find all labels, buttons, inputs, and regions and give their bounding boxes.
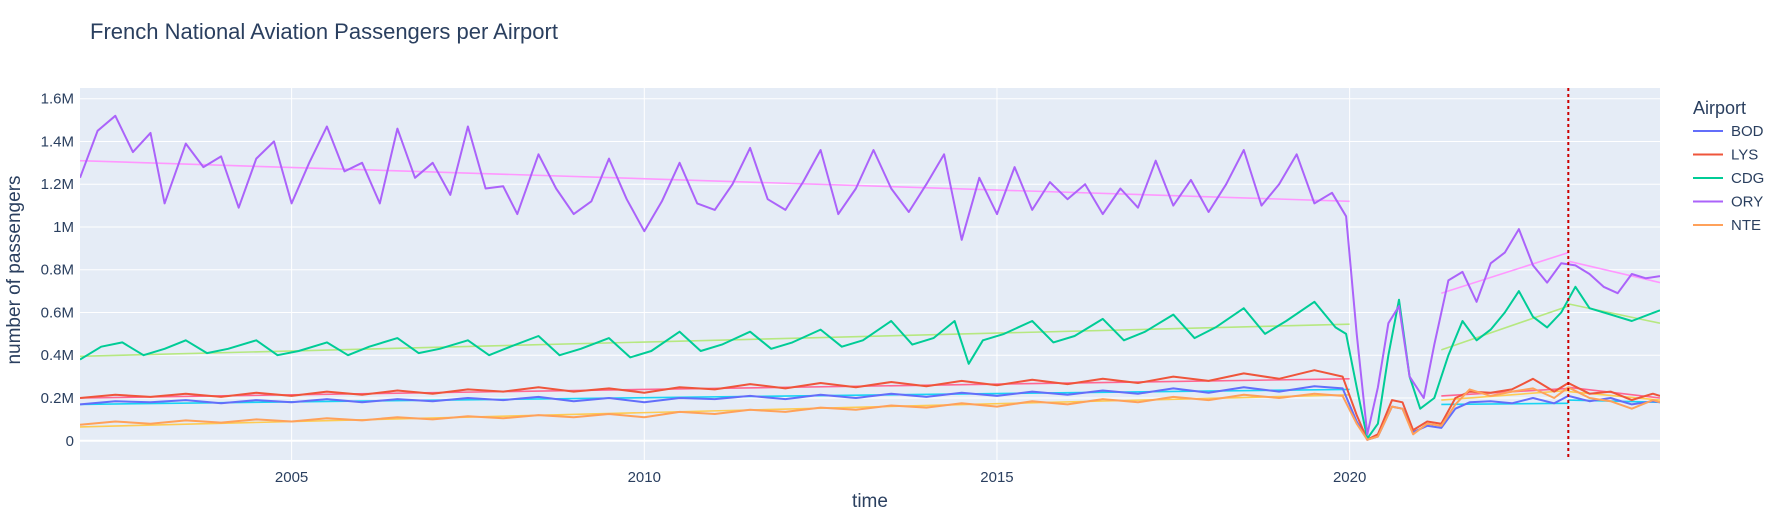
y-axis: 0 0.2M 0.4M 0.6M 0.8M 1M 1.2M 1.4M 1.6M <box>41 91 74 450</box>
y-tick-label: 0.2M <box>41 390 74 407</box>
legend-title: Airport <box>1693 98 1746 118</box>
trend-line-nte <box>1441 389 1569 401</box>
y-tick-label: 0.4M <box>41 347 74 364</box>
y-tick-label: 0 <box>66 433 74 450</box>
x-axis: 2005 2010 2015 2020 <box>275 469 1366 486</box>
y-tick-label: 1.2M <box>41 176 74 193</box>
trend-line-nte <box>1568 390 1660 401</box>
y-tick-label: 1M <box>53 219 74 236</box>
x-tick-label: 2015 <box>980 469 1013 486</box>
series-line-cdg[interactable] <box>80 285 1660 440</box>
series-line-ory[interactable] <box>80 114 1660 436</box>
trend-line-cdg <box>1441 305 1569 351</box>
trend-line-ory <box>1441 251 1569 294</box>
y-tick-label: 1.4M <box>41 133 74 150</box>
trend-line-ory <box>80 159 1350 203</box>
chart-title: French National Aviation Passengers per … <box>90 19 558 44</box>
plot-area <box>80 88 1660 460</box>
trend-line-ory <box>1568 260 1660 284</box>
y-tick-label: 0.6M <box>41 304 74 321</box>
legend-item-ory[interactable]: ORY <box>1731 194 1763 211</box>
legend-item-lys[interactable]: LYS <box>1731 147 1758 164</box>
series-line-bod[interactable] <box>80 385 1660 441</box>
legend-item-bod[interactable]: BOD <box>1731 123 1764 140</box>
x-axis-title: time <box>852 491 888 512</box>
y-tick-label: 0.8M <box>41 262 74 279</box>
trend-line-cdg <box>80 323 1350 358</box>
y-tick-label: 1.6M <box>41 91 74 108</box>
legend-item-cdg[interactable]: CDG <box>1731 170 1764 187</box>
y-axis-title: number of passengers <box>4 175 25 364</box>
x-tick-label: 2010 <box>628 469 661 486</box>
legend[interactable]: Airport BOD LYS CDG ORY NTE <box>1693 98 1764 234</box>
x-tick-label: 2005 <box>275 469 308 486</box>
series-line-lys[interactable] <box>80 369 1660 441</box>
series-line-nte[interactable] <box>80 386 1660 441</box>
trend-line-cdg <box>1568 303 1660 324</box>
x-tick-label: 2020 <box>1333 469 1366 486</box>
trend-line-bod <box>1441 402 1569 406</box>
grid-lines <box>80 88 1660 460</box>
data-series <box>80 114 1660 441</box>
legend-item-nte[interactable]: NTE <box>1731 217 1761 234</box>
